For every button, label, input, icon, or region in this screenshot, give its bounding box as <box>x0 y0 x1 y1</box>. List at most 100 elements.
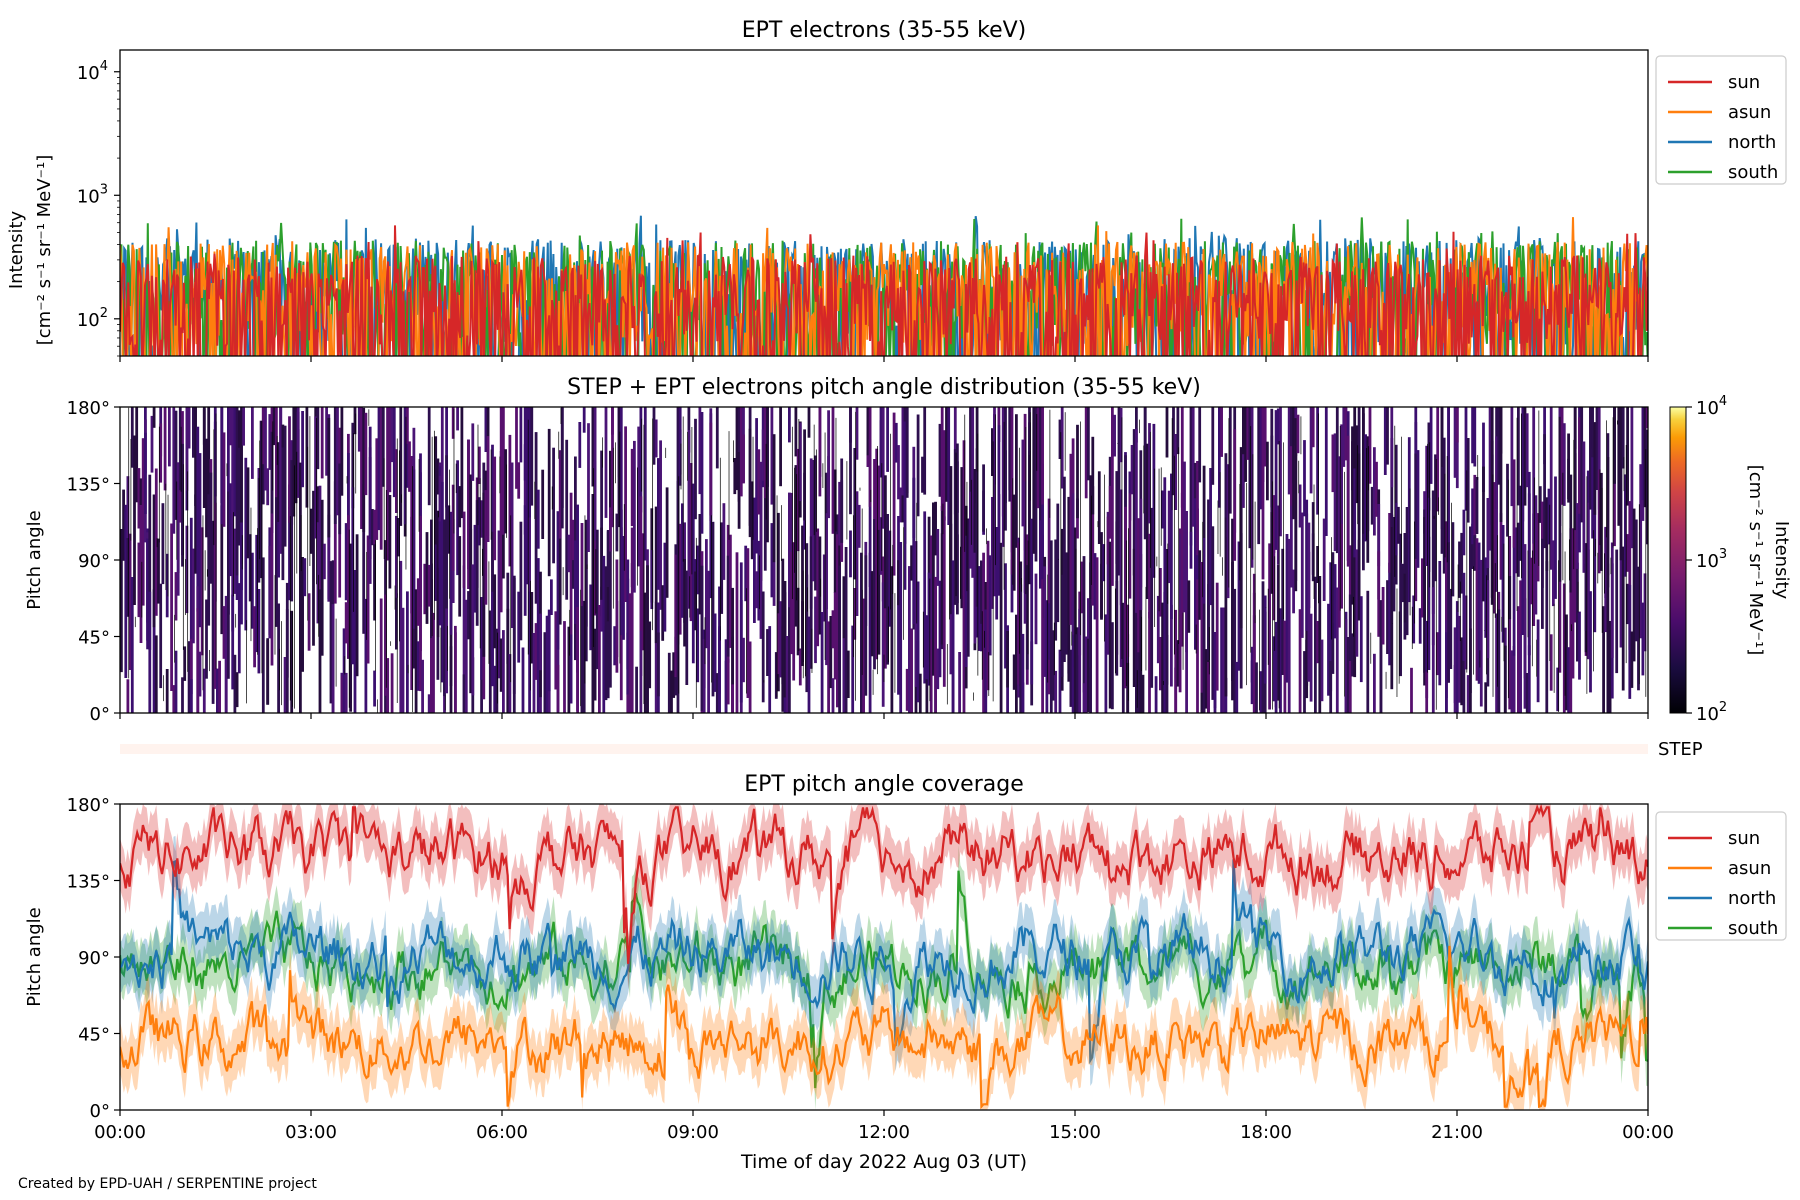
heatmap-cell <box>997 407 1001 442</box>
heatmap-cell <box>449 646 453 713</box>
heatmap-cell <box>512 575 516 713</box>
heatmap-cell <box>1600 472 1603 571</box>
heatmap-cell <box>189 517 193 695</box>
heatmap-cell <box>1041 407 1044 505</box>
heatmap-cell <box>1076 627 1079 713</box>
heatmap-cell <box>897 516 900 695</box>
heatmap-cell <box>1545 497 1549 571</box>
heatmap-cell <box>1139 498 1143 611</box>
heatmap-cell <box>351 422 355 509</box>
heatmap-cell <box>702 638 706 713</box>
heatmap-cell <box>1621 407 1625 469</box>
heatmap-cell <box>338 463 342 535</box>
heatmap-cell <box>161 503 165 585</box>
heatmap-cell <box>923 407 927 495</box>
heatmap-cell <box>986 540 990 691</box>
heatmap-cell <box>1198 550 1202 620</box>
heatmap-cell <box>1462 629 1466 713</box>
heatmap-cell <box>609 450 612 509</box>
heatmap-cell <box>1331 552 1335 674</box>
heatmap-cell <box>820 612 824 713</box>
heatmap-cell <box>1643 573 1647 652</box>
heatmap-cell <box>194 407 197 506</box>
heatmap-cell <box>1639 464 1643 639</box>
heatmap-cell <box>1272 636 1276 702</box>
heatmap-cell <box>1220 607 1223 713</box>
heatmap-cell <box>1479 559 1483 707</box>
heatmap-cell <box>571 519 575 561</box>
heatmap-cell <box>1527 471 1531 656</box>
step-label: STEP <box>1658 739 1703 760</box>
heatmap-cell <box>1137 518 1140 618</box>
heatmap-cell <box>1211 407 1215 485</box>
heatmap-cell <box>1355 425 1359 504</box>
heatmap-cell <box>602 555 606 713</box>
heatmap-cell <box>1128 493 1132 599</box>
heatmap-cell <box>1619 547 1623 648</box>
heatmap-cell <box>1132 429 1136 576</box>
heatmap-cell <box>888 530 892 627</box>
heatmap-cell <box>1281 548 1285 675</box>
heatmap-cell <box>1078 608 1082 713</box>
y-tick-label: 102 <box>77 306 108 331</box>
heatmap-cell <box>726 555 730 657</box>
heatmap-cell <box>731 684 734 713</box>
heatmap-cell <box>202 407 206 508</box>
heatmap-cell <box>940 407 944 511</box>
heatmap-cell <box>1041 464 1044 580</box>
heatmap-cell <box>884 558 887 669</box>
heatmap-cell <box>587 423 590 552</box>
panel3-ylabel: Pitch angle <box>24 907 45 1006</box>
heatmap-cell <box>189 638 193 713</box>
cbar-tick-exp: 2 <box>1719 700 1727 715</box>
heatmap-cell <box>231 407 235 528</box>
heatmap-cell <box>737 407 741 452</box>
heatmap-cell <box>838 481 841 546</box>
x-tick-label: 15:00 <box>1049 1122 1101 1143</box>
heatmap-cell <box>1464 407 1468 511</box>
heatmap-cell <box>831 610 835 649</box>
heatmap-cell <box>622 536 625 640</box>
heatmap-cell <box>609 518 612 688</box>
heatmap-cell <box>336 407 339 516</box>
heatmap-cell <box>646 565 649 713</box>
heatmap-cell <box>303 558 307 597</box>
heatmap-cell <box>1279 608 1282 713</box>
heatmap-cell <box>1017 542 1020 685</box>
heatmap-cell <box>1139 554 1143 713</box>
heatmap-cell <box>921 456 924 493</box>
y-tick-base: 10 <box>77 63 100 84</box>
heatmap-cell <box>1484 682 1488 713</box>
heatmap-cell <box>1082 683 1086 713</box>
heatmap-cell <box>1547 488 1551 545</box>
panel2-heatmap <box>120 407 1648 713</box>
heatmap-cell <box>609 507 612 552</box>
heatmap-cell <box>508 654 512 713</box>
heatmap-cell <box>185 525 189 614</box>
heatmap-cell <box>827 410 830 496</box>
heatmap-cell <box>1597 407 1601 510</box>
heatmap-cell <box>1076 424 1079 519</box>
heatmap-cell <box>657 458 660 590</box>
heatmap-cell <box>958 652 961 713</box>
heatmap-cell <box>886 514 889 665</box>
heatmap-cell <box>360 407 363 529</box>
heatmap-cell <box>1626 583 1629 625</box>
heatmap-cell <box>1523 407 1527 506</box>
heatmap-cell <box>388 495 392 589</box>
heatmap-cell <box>833 592 837 680</box>
heatmap-cell <box>150 415 154 473</box>
heatmap-cell <box>652 407 656 465</box>
heatmap-cell <box>222 432 226 527</box>
heatmap-cell <box>853 448 857 580</box>
heatmap-cell <box>1388 562 1391 666</box>
heatmap-cell <box>406 591 409 713</box>
heatmap-cell <box>519 521 523 641</box>
heatmap-cell <box>678 523 682 635</box>
heatmap-cell <box>1159 637 1162 691</box>
heatmap-cell <box>362 407 366 533</box>
heatmap-cell <box>1493 482 1496 614</box>
heatmap-cell <box>1161 602 1164 713</box>
heatmap-cell <box>796 587 800 656</box>
heatmap-cell <box>910 545 913 581</box>
